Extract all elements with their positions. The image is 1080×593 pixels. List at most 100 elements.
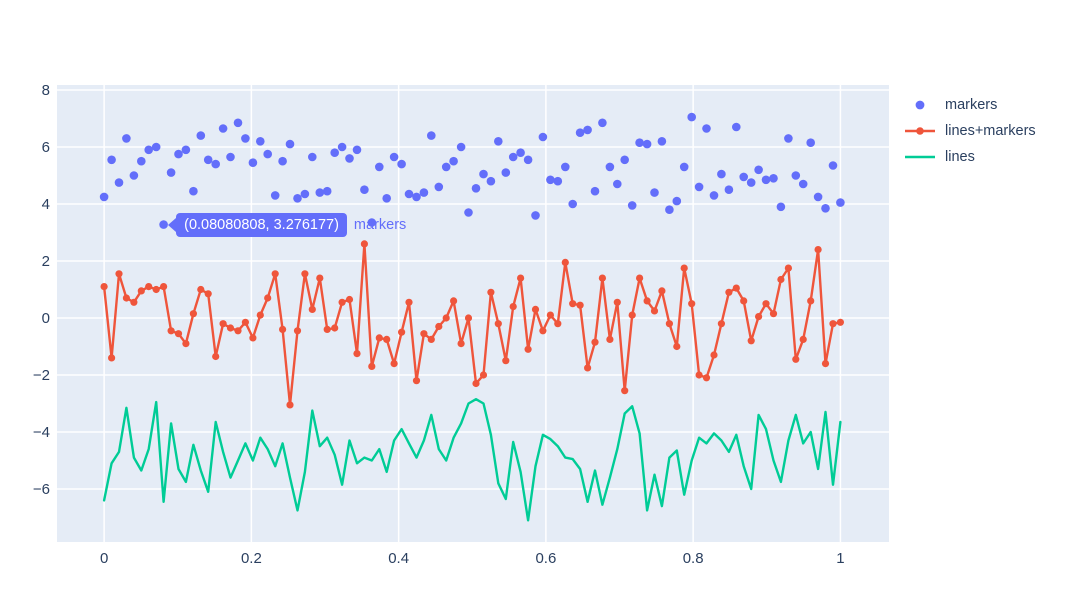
trace-markers-point[interactable] [137,156,146,166]
trace-markers-point[interactable] [687,112,696,122]
trace-markers-point[interactable] [523,155,533,165]
trace-lines-markers-point[interactable] [390,360,398,368]
trace-lines-markers-point[interactable] [100,283,108,291]
trace-lines-markers-point[interactable] [792,355,800,363]
trace-lines-markers-point[interactable] [360,240,368,248]
trace-markers-point[interactable] [285,139,295,149]
trace-lines-markers-point[interactable] [264,294,272,302]
trace-lines-markers-point[interactable] [412,377,421,385]
trace-lines-markers-point[interactable] [621,387,629,395]
legend-item-markers[interactable]: markers [903,92,1036,118]
trace-markers-point[interactable] [99,192,109,202]
trace-lines-markers-point[interactable] [219,320,227,328]
trace-markers-point[interactable] [836,198,845,207]
trace-markers-point[interactable] [598,118,607,128]
trace-markers-point[interactable] [196,131,206,140]
trace-lines-markers-point[interactable] [316,274,324,282]
trace-markers-point[interactable] [657,137,667,146]
trace-markers-point[interactable] [590,186,600,196]
trace-lines-markers-point[interactable] [784,264,793,272]
trace-markers-point[interactable] [375,162,384,172]
trace-markers-point[interactable] [679,162,689,172]
trace-lines-markers-point[interactable] [821,360,830,368]
trace-lines-markers-point[interactable] [137,287,145,295]
trace-markers-point[interactable] [248,158,258,167]
trace-lines-markers-point[interactable] [308,305,316,313]
trace-lines-markers-point[interactable] [204,290,212,298]
trace-markers-point[interactable] [694,182,704,192]
trace-lines-markers-point[interactable] [130,298,138,306]
trace-lines-markers-point[interactable] [539,327,547,335]
trace-lines-markers-point[interactable] [755,313,763,321]
trace-lines-markers-point[interactable] [301,270,309,278]
trace-lines-markers-point[interactable] [189,310,197,318]
trace-lines-markers-point[interactable] [702,374,711,382]
trace-markers-point[interactable] [798,179,808,189]
trace-markers-point[interactable] [583,125,592,135]
trace-lines-markers-point[interactable] [442,314,450,322]
trace-markers-point[interactable] [516,148,525,157]
trace-lines-markers-point[interactable] [405,298,413,306]
trace-markers-point[interactable] [732,122,741,132]
trace-markers-point[interactable] [456,142,466,152]
trace-lines-markers-point[interactable] [249,334,257,342]
trace-lines-markers-point[interactable] [383,335,391,343]
trace-markers-point[interactable] [486,176,496,186]
trace-markers-point[interactable] [255,137,265,146]
trace-markers-point[interactable] [754,165,763,175]
trace-lines-markers-point[interactable] [591,338,599,346]
trace-markers-point[interactable] [322,186,332,196]
trace-lines-markers-point[interactable] [710,351,718,359]
trace-lines-markers-point[interactable] [829,320,837,328]
trace-lines-markers-point[interactable] [762,300,770,308]
trace-markers-point[interactable] [441,162,451,172]
trace-lines-markers-point[interactable] [353,350,361,358]
trace-lines-markers-point[interactable] [122,294,130,302]
trace-markers-point[interactable] [561,162,570,172]
trace-markers-point[interactable] [479,169,488,179]
trace-lines-markers-point[interactable] [479,371,488,379]
trace-markers-point[interactable] [471,184,481,193]
trace-lines-markers-point[interactable] [487,288,495,296]
trace-markers-point[interactable] [464,208,473,217]
trace-markers-point[interactable] [709,191,719,200]
trace-markers-point[interactable] [642,139,652,149]
trace-lines-markers-point[interactable] [561,258,569,266]
trace-lines-markers-point[interactable] [420,330,428,338]
trace-markers-point[interactable] [122,134,131,143]
trace-markers-point[interactable] [404,189,414,199]
trace-markers-point[interactable] [605,162,615,172]
trace-lines-markers-point[interactable] [628,311,636,319]
trace-lines-markers-point[interactable] [643,297,651,305]
trace-lines-markers-point[interactable] [427,335,435,343]
trace-markers-point[interactable] [352,145,362,155]
trace-markers-point[interactable] [300,189,310,199]
trace-markers-point[interactable] [226,152,235,162]
trace-lines-markers-point[interactable] [338,298,346,306]
trace-lines-markers-point[interactable] [293,327,302,335]
trace-lines-markers-point[interactable] [613,298,621,306]
trace-lines-markers-point[interactable] [680,264,688,272]
trace-markers-point[interactable] [360,185,369,194]
trace-lines-markers-point[interactable] [502,357,510,365]
trace-markers-point[interactable] [784,134,793,143]
trace-markers-point[interactable] [553,176,563,186]
trace-lines-markers-point[interactable] [554,320,562,328]
trace-markers-point[interactable] [181,145,191,155]
trace-lines-markers-point[interactable] [331,324,339,332]
trace-markers-point[interactable] [419,188,429,197]
trace-lines-markers-point[interactable] [160,283,168,291]
trace-markers-point[interactable] [769,174,778,183]
trace-markers-point[interactable] [672,196,682,206]
trace-lines-markers-point[interactable] [464,314,473,322]
trace-lines-markers-point[interactable] [167,327,175,335]
trace-lines-markers-point[interactable] [725,288,733,296]
trace-lines-markers-point[interactable] [115,270,123,278]
trace-markers-point[interactable] [382,194,392,203]
trace-lines-markers-point[interactable] [286,401,294,409]
trace-lines-markers-point[interactable] [598,274,607,282]
trace-lines-markers-point[interactable] [717,320,726,328]
trace-markers-point[interactable] [538,132,548,142]
trace-markers-point[interactable] [575,128,585,137]
trace-markers-point[interactable] [144,145,153,155]
